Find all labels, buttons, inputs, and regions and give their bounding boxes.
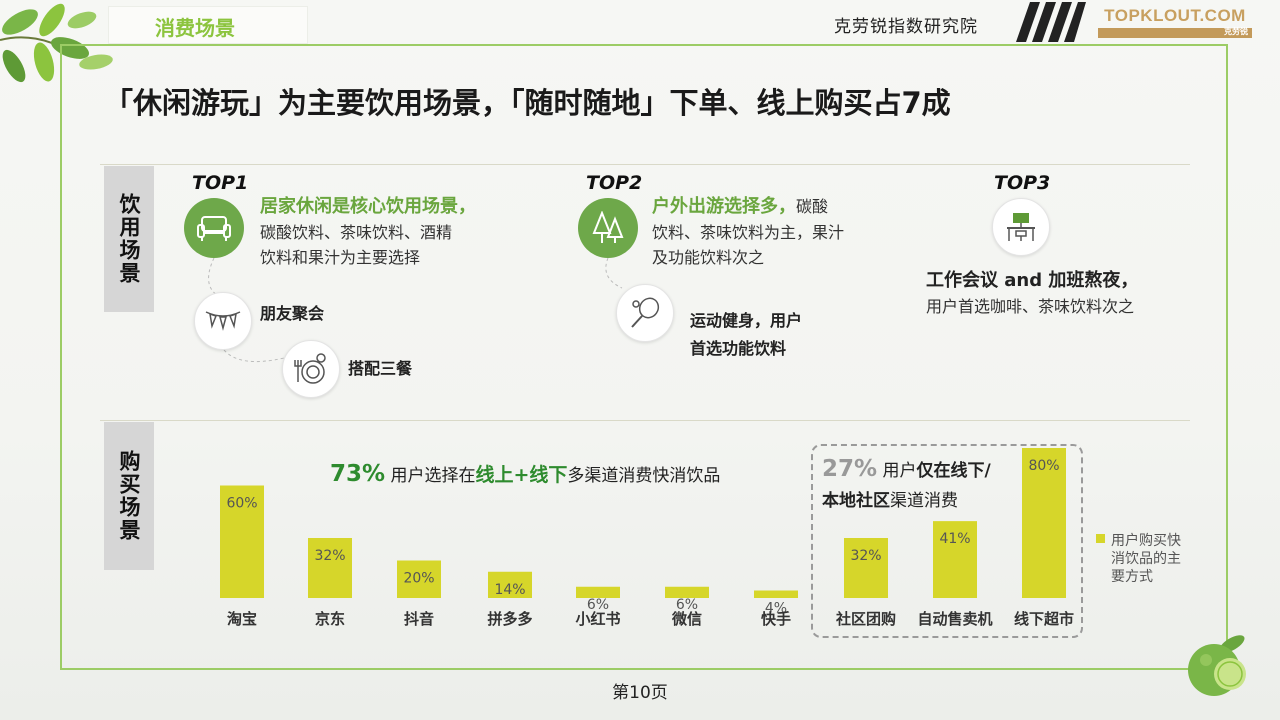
drinking-scene-label-text: 饮用场景 — [117, 193, 141, 285]
top2-highlight: 户外出游选择多， — [652, 196, 796, 217]
frame-top — [60, 44, 1228, 46]
legend-swatch — [1096, 534, 1105, 543]
trees-icon — [578, 198, 638, 258]
logo-sub: 克劳锐 — [1224, 27, 1248, 36]
bar-value-label-5: 6% — [676, 597, 698, 613]
legend-text-1: 用户购买快 — [1111, 533, 1181, 549]
divider-middle — [100, 420, 1190, 421]
top3-highlight: 工作会议 and 加班熬夜， — [926, 270, 1139, 291]
top1-tag: TOP1 — [192, 172, 249, 194]
bar-0 — [220, 485, 264, 598]
bar-value-label-1: 32% — [314, 548, 345, 564]
leaf-decoration — [0, 3, 113, 83]
top1-highlight: 居家休闲是核心饮用场景， — [260, 196, 476, 217]
section-tab: 消费场景 — [108, 6, 308, 44]
bunting-icon — [194, 292, 252, 350]
stat2-text-b: 仅在线下/ — [916, 461, 991, 481]
top2-first-line: 户外出游选择多，碳酸 — [652, 192, 828, 220]
legend-text-2: 消饮品的主 — [1111, 551, 1181, 567]
stat2-text-c: 本地社区 — [822, 491, 890, 511]
category-label-5: 微信 — [671, 610, 702, 628]
racket-icon — [616, 284, 674, 342]
page-title: 「休闲游玩」为主要饮用场景，「随时随地」下单、线上购买占7成 — [104, 86, 951, 120]
stat-multichannel: 73% 用户选择在线上+线下多渠道消费快消饮品 — [330, 460, 720, 487]
bar-6 — [754, 590, 798, 598]
stat-offline-line2: 本地社区渠道消费 — [822, 486, 958, 511]
category-label-6: 快手 — [761, 610, 791, 628]
bar-3 — [488, 571, 532, 598]
lime-decoration — [1188, 635, 1246, 696]
frame-left — [60, 44, 62, 670]
top2-line2: 饮料、茶味饮料为主，果汁 — [652, 223, 845, 242]
legend-text-3: 要方式 — [1111, 569, 1153, 585]
bar-4 — [576, 586, 620, 598]
frame-right — [1226, 44, 1228, 650]
bar-8 — [933, 521, 977, 598]
drinking-scene-label: 饮用场景 — [104, 166, 154, 312]
section-title: 消费场景 — [155, 16, 235, 40]
top1-line1: 碳酸饮料、茶味饮料、酒精 — [260, 223, 453, 242]
offline-highlight-box — [811, 444, 1083, 638]
bar-9 — [1022, 448, 1066, 598]
top2-tag: TOP2 — [586, 172, 643, 194]
bar-value-label-8: 41% — [939, 531, 970, 547]
category-label-2: 抖音 — [404, 610, 434, 628]
top2-sub1-line2: 首选功能饮料 — [690, 339, 787, 358]
page-number: 第10页 — [612, 683, 668, 703]
bar-5 — [665, 586, 709, 598]
sofa-icon — [184, 198, 244, 258]
divider-top — [100, 164, 1190, 165]
stat1-text-c: 多渠道消费快消饮品 — [567, 466, 721, 486]
top2-line1-tail: 碳酸 — [796, 197, 829, 216]
chart-legend: 用户购买快 消饮品的主 要方式 — [1096, 532, 1181, 586]
bar-value-label-3: 14% — [494, 582, 525, 598]
legend-row-1: 用户购买快 — [1096, 532, 1181, 550]
bar-value-label-7: 32% — [850, 548, 881, 564]
topklout-logo: TOPKLOUT.COM 克劳锐 — [1098, 6, 1252, 40]
logo-band — [1098, 28, 1252, 38]
dining-plate-icon — [282, 340, 340, 398]
top1-sub2: 搭配三餐 — [348, 359, 413, 378]
top1-sub1: 朋友聚会 — [260, 304, 325, 323]
category-label-3: 拼多多 — [487, 610, 532, 628]
top1-line2: 饮料和果汁为主要选择 — [260, 248, 421, 267]
category-label-1: 京东 — [315, 610, 345, 628]
purchase-channel-chart: 60%淘宝32%京东20%抖音14%拼多多6%小红书6%微信4%快手32%社区团… — [220, 448, 1074, 628]
top2-sub1-line1: 运动健身，用户 — [690, 311, 803, 330]
frame-bottom — [60, 668, 1190, 670]
stat1-percent: 73% — [330, 461, 386, 487]
bar-value-label-9: 80% — [1028, 458, 1059, 474]
category-label-7: 社区团购 — [835, 610, 896, 628]
bar-value-label-4: 6% — [587, 597, 609, 613]
bar-value-label-2: 20% — [403, 571, 434, 587]
stat2-percent: 27% — [822, 456, 878, 482]
top2-line3: 及功能饮料次之 — [652, 248, 765, 267]
institute-name: 克劳锐指数研究院 — [834, 17, 978, 37]
category-label-9: 线下超市 — [1014, 610, 1074, 628]
stat1-text-a: 用户选择在 — [385, 466, 476, 486]
bar-2 — [397, 560, 441, 598]
bar-1 — [308, 538, 352, 598]
bar-7 — [844, 538, 888, 598]
stat2-text-a: 用户 — [877, 461, 917, 481]
category-label-0: 淘宝 — [226, 610, 257, 628]
stat2-text-d: 渠道消费 — [890, 491, 958, 511]
category-label-4: 小红书 — [575, 610, 620, 628]
office-desk-icon — [992, 198, 1050, 256]
purchase-scene-label-text: 购买场景 — [117, 450, 141, 542]
purchase-scene-label: 购买场景 — [104, 422, 154, 570]
bar-value-label-0: 60% — [226, 496, 257, 512]
stripes-decoration — [1016, 2, 1086, 42]
category-label-8: 自动售卖机 — [917, 610, 992, 628]
stat1-text-b: 线上+线下 — [475, 464, 568, 486]
top3-line1: 用户首选咖啡、茶味饮料次之 — [926, 297, 1135, 316]
top3-tag: TOP3 — [994, 172, 1051, 194]
stat-offline-line1: 27% 用户仅在线下/ — [822, 456, 991, 482]
bar-value-label-6: 4% — [765, 601, 787, 617]
logo-text: TOPKLOUT.COM — [1104, 6, 1246, 25]
